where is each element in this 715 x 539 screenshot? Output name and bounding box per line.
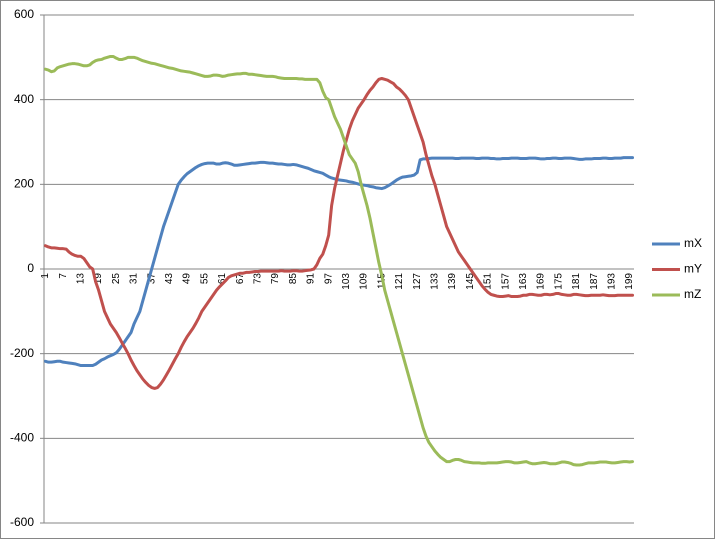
x-tick-label: 1 [40, 273, 51, 279]
x-tick-label: 73 [253, 273, 264, 285]
x-tick-label: 121 [394, 273, 405, 290]
x-tick-label: 67 [235, 273, 246, 285]
x-tick-label: 133 [430, 273, 441, 290]
x-tick-label: 193 [607, 273, 618, 290]
x-tick-label: 61 [217, 273, 228, 285]
x-tick-label: 91 [306, 273, 317, 285]
x-tick-label: 37 [146, 273, 157, 285]
legend-label: mX [684, 236, 702, 250]
y-tick-label: -600 [10, 515, 34, 529]
x-tick-label: 151 [483, 273, 494, 290]
y-tick-label: 200 [14, 177, 34, 191]
x-tick-label: 199 [624, 273, 635, 290]
x-tick-label: 157 [500, 273, 511, 290]
y-tick-label: 400 [14, 92, 34, 106]
x-tick-label: 97 [323, 273, 334, 285]
x-tick-label: 163 [518, 273, 529, 290]
x-tick-label: 127 [412, 273, 423, 290]
x-tick-label: 49 [182, 273, 193, 285]
y-tick-label: -400 [10, 431, 34, 445]
x-tick-label: 13 [76, 273, 87, 285]
legend-label: mZ [684, 287, 701, 301]
x-tick-label: 175 [553, 273, 564, 290]
x-tick-label: 25 [111, 273, 122, 285]
x-tick-label: 55 [199, 273, 210, 285]
y-tick-label: 600 [14, 7, 34, 21]
x-tick-label: 187 [589, 273, 600, 290]
x-tick-label: 145 [465, 273, 476, 290]
x-tick-label: 43 [164, 273, 175, 285]
y-tick-label: 0 [27, 261, 34, 275]
x-tick-label: 139 [447, 273, 458, 290]
x-tick-label: 79 [270, 273, 281, 285]
x-tick-label: 31 [129, 273, 140, 285]
legend-label: mY [684, 262, 702, 276]
x-tick-label: 169 [536, 273, 547, 290]
x-tick-label: 19 [93, 273, 104, 285]
x-tick-label: 103 [341, 273, 352, 290]
series-line [43, 54, 635, 467]
series-line [43, 77, 635, 390]
y-tick-label: -200 [10, 346, 34, 360]
x-tick-label: 85 [288, 273, 299, 285]
x-tick-label: 7 [58, 273, 69, 279]
x-tick-label: 109 [359, 273, 370, 290]
x-tick-label: 181 [571, 273, 582, 290]
series-line [43, 156, 635, 368]
